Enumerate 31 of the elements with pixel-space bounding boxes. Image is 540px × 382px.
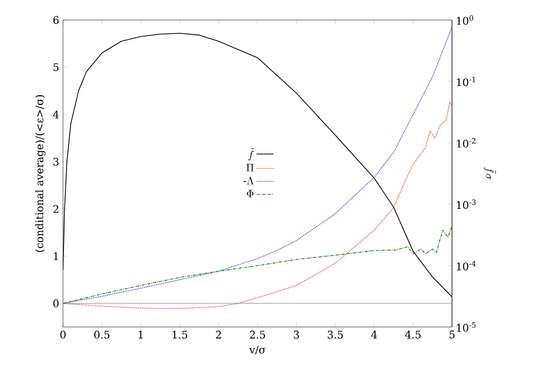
y-tick-label: 4 [52, 110, 59, 118]
x-tick-label: 0.5 [94, 330, 110, 339]
y2-axis-title: $\tilde{f}\sigma$ [484, 168, 496, 180]
x-tick-label: 4.5 [405, 330, 421, 339]
x-tick-label: 4 [371, 330, 377, 338]
y2-tick-label: 10$^{-2}$ [456, 138, 476, 148]
x-axis-title: v/σ [249, 346, 266, 354]
y-tick-label: 6 [53, 16, 59, 24]
y2-tick-label: 10$^{-1}$ [456, 76, 476, 86]
y-axis-title: (conditional average)/(<ε>/σ) [35, 95, 46, 252]
y-tick-label: 2 [53, 205, 58, 213]
x-tick-label: 3 [294, 330, 299, 339]
x-tick-label: 2 [216, 330, 221, 338]
y-tick-label: 0 [53, 299, 59, 308]
legend-label: $\mbox{-}\Lambda$ [244, 176, 254, 184]
legend-label: $\tilde{f}$ [248, 148, 255, 161]
legend-label: $\Pi$ [246, 164, 254, 172]
y-tick-label: 1 [54, 252, 58, 260]
x-tick-label: 2.5 [250, 330, 266, 339]
y2-tick-label: 10$^{-4}$ [456, 260, 476, 270]
y2-tick-label: 10$^{-5}$ [456, 322, 476, 332]
y2-tick-label: 10$^{-3}$ [456, 199, 476, 209]
legend-label: $\Phi$ [246, 190, 254, 198]
x-tick-label: 3.5 [328, 330, 343, 339]
y-tick-label: 3 [53, 158, 59, 166]
y-tick-label: 5 [54, 63, 59, 72]
x-tick-label: 5 [450, 330, 455, 338]
x-tick-label: 0 [60, 330, 66, 339]
y2-tick-label: 10$^{0}$ [456, 15, 474, 25]
x-tick-label: 1 [138, 330, 143, 338]
x-tick-label: 1.5 [172, 330, 188, 339]
